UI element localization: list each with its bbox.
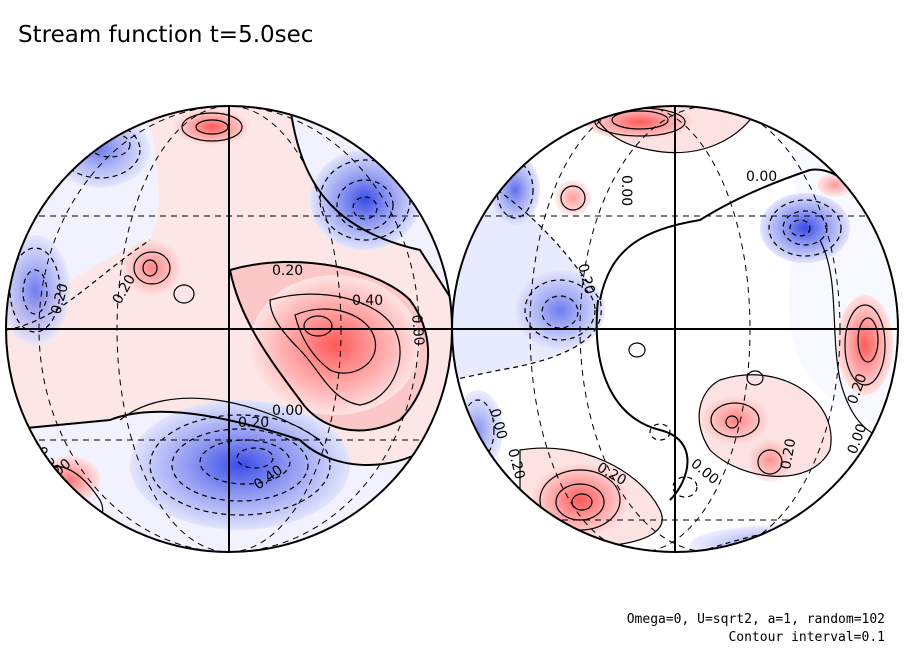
contour-label: 0.00 (746, 169, 777, 185)
contour-label: 0.00 (618, 175, 634, 206)
positive-core (250, 275, 420, 415)
right-hemisphere: 0.00 0.00 0.20 0.20 0.20 0.00 0.20 0.00 … (452, 106, 898, 552)
positive-core (700, 395, 770, 445)
positive-core (837, 295, 893, 395)
positive-core (174, 109, 250, 145)
contour-label: 0.20 (272, 263, 303, 279)
contour-label: 0.20 (778, 437, 799, 470)
positive-core (122, 240, 182, 296)
positive-core (748, 438, 792, 482)
contour-label: 0.00 (272, 403, 303, 419)
right-hemisphere-outline (451, 105, 899, 553)
negative-core (690, 525, 870, 552)
contour-label: 0.00 (408, 314, 427, 346)
figure-title: Stream function t=5.0sec (18, 22, 314, 48)
left-hemisphere: 0.20 0.40 0.20 0.20 0.00 0.20 0.40 0.00 … (6, 106, 452, 552)
positive-core (817, 173, 853, 197)
negative-core (130, 400, 350, 530)
negative-core (760, 193, 850, 263)
negative-core (6, 235, 70, 345)
contour-label: 0.00 (486, 407, 510, 441)
contour-label: 0.20 (574, 262, 598, 296)
positive-core (555, 180, 591, 216)
contour-label: 0.20 (504, 447, 528, 481)
contour-label: 0.20 (48, 282, 72, 316)
contour-label: 0.40 (352, 293, 383, 309)
contour-label: 0.20 (238, 415, 269, 431)
parameter-caption: Omega=0, U=sqrt2, a=1, random=102 (626, 612, 885, 627)
contour-interval-caption: Contour interval=0.1 (728, 630, 885, 645)
